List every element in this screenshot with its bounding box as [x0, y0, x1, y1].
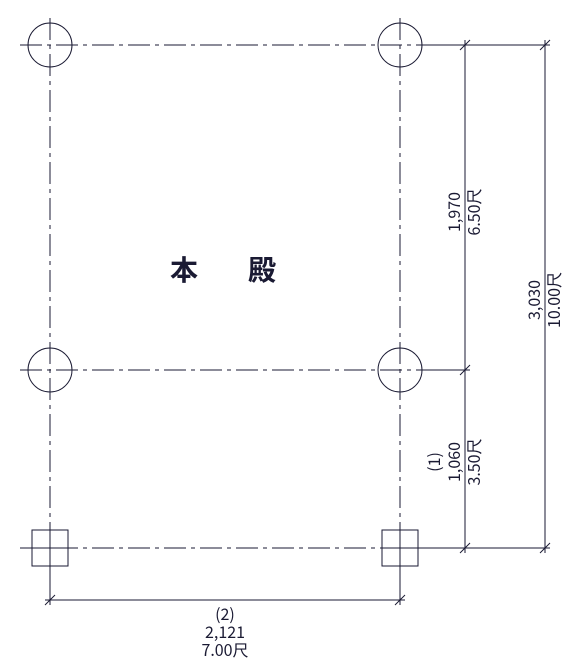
plan-title-char2: 殿 — [248, 249, 276, 289]
dim-outer-shaku: 10.00尺 — [541, 272, 565, 328]
dim-inner-top-shaku: 6.50尺 — [461, 188, 485, 235]
dim-bottom-shaku: 7.00尺 — [201, 637, 248, 661]
column-bot-right — [382, 530, 418, 566]
dim-ticks — [45, 40, 550, 605]
column-bot-left — [32, 530, 68, 566]
dim-inner-bot-shaku: 3.50尺 — [461, 438, 485, 485]
plan-title-char1: 本 — [170, 249, 198, 289]
